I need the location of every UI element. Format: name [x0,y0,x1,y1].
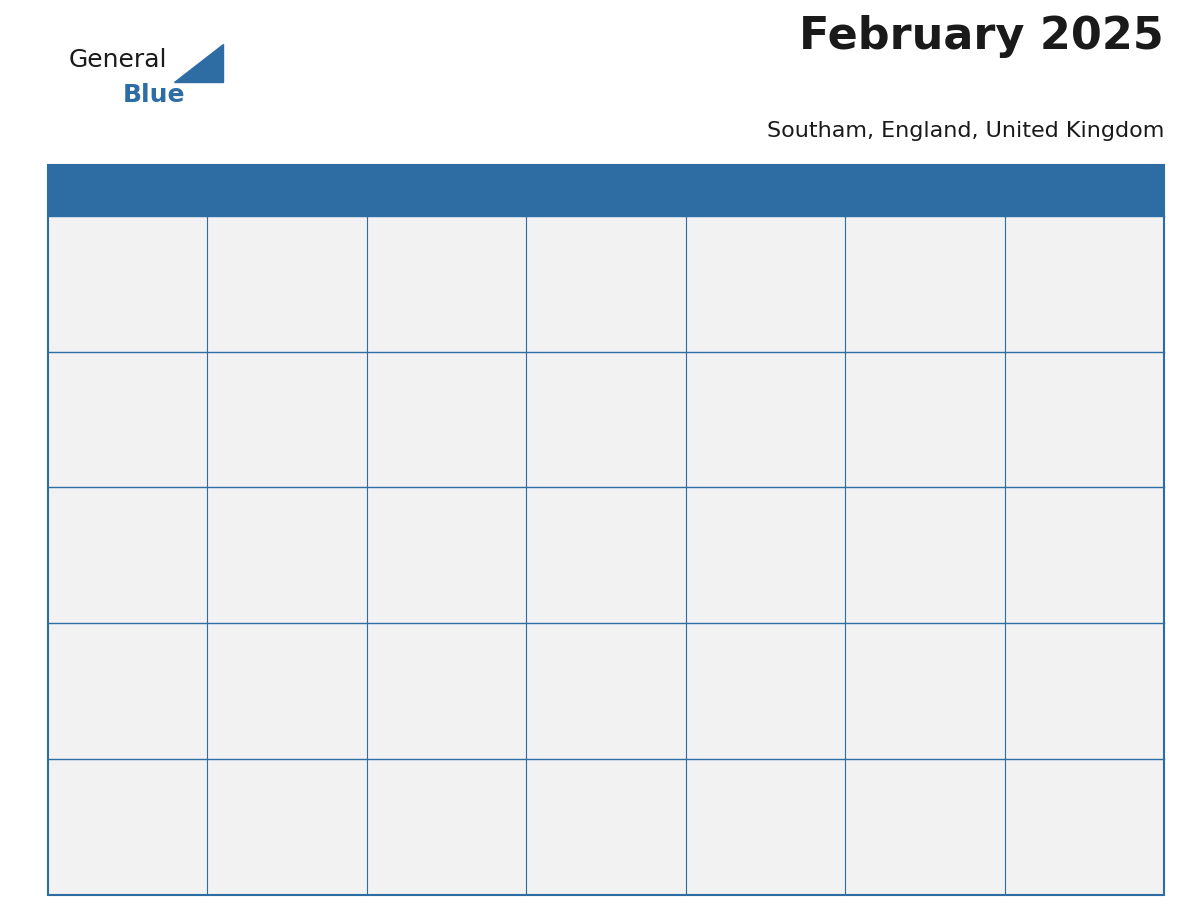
Text: Sunrise: 7:34 AM
Sunset: 5:04 PM
Daylight: 9 hours
and 30 minutes.: Sunrise: 7:34 AM Sunset: 5:04 PM Dayligh… [1015,385,1117,448]
Text: Sunrise: 6:56 AM
Sunset: 5:40 PM
Daylight: 10 hours
and 43 minutes.: Sunrise: 6:56 AM Sunset: 5:40 PM Dayligh… [696,792,805,856]
Text: 8: 8 [1015,363,1025,380]
Text: Sunrise: 7:09 AM
Sunset: 5:29 PM
Daylight: 10 hours
and 20 minutes.: Sunrise: 7:09 AM Sunset: 5:29 PM Dayligh… [855,656,965,720]
Text: Sunrise: 7:13 AM
Sunset: 5:25 PM
Daylight: 10 hours
and 12 minutes.: Sunrise: 7:13 AM Sunset: 5:25 PM Dayligh… [536,656,646,720]
Text: 6: 6 [696,363,707,380]
Text: Monday: Monday [220,183,280,198]
Text: 19: 19 [536,634,557,652]
Text: 17: 17 [217,634,239,652]
Text: 5: 5 [536,363,546,380]
Text: Sunrise: 7:15 AM
Sunset: 5:23 PM
Daylight: 10 hours
and 8 minutes.: Sunrise: 7:15 AM Sunset: 5:23 PM Dayligh… [377,656,486,720]
Text: Sunrise: 6:54 AM
Sunset: 5:42 PM
Daylight: 10 hours
and 47 minutes.: Sunrise: 6:54 AM Sunset: 5:42 PM Dayligh… [855,792,965,856]
Text: 21: 21 [855,634,877,652]
Text: Sunrise: 7:32 AM
Sunset: 5:06 PM
Daylight: 9 hours
and 33 minutes.: Sunrise: 7:32 AM Sunset: 5:06 PM Dayligh… [58,521,160,584]
Text: February 2025: February 2025 [800,16,1164,58]
Text: 26: 26 [536,770,557,788]
Text: Sunrise: 6:58 AM
Sunset: 5:38 PM
Daylight: 10 hours
and 39 minutes.: Sunrise: 6:58 AM Sunset: 5:38 PM Dayligh… [536,792,646,856]
Text: Saturday: Saturday [1017,183,1087,198]
Polygon shape [173,44,223,83]
Text: Sunrise: 7:46 AM
Sunset: 4:51 PM
Daylight: 9 hours
and 5 minutes.: Sunrise: 7:46 AM Sunset: 4:51 PM Dayligh… [1015,249,1117,312]
Text: Sunrise: 7:30 AM
Sunset: 5:08 PM
Daylight: 9 hours
and 37 minutes.: Sunrise: 7:30 AM Sunset: 5:08 PM Dayligh… [217,521,320,584]
Text: Sunrise: 7:23 AM
Sunset: 5:16 PM
Daylight: 9 hours
and 52 minutes.: Sunrise: 7:23 AM Sunset: 5:16 PM Dayligh… [855,521,958,584]
Text: 20: 20 [696,634,718,652]
Text: Sunrise: 7:41 AM
Sunset: 4:57 PM
Daylight: 9 hours
and 15 minutes.: Sunrise: 7:41 AM Sunset: 4:57 PM Dayligh… [377,385,479,448]
Text: Sunrise: 7:07 AM
Sunset: 5:31 PM
Daylight: 10 hours
and 24 minutes.: Sunrise: 7:07 AM Sunset: 5:31 PM Dayligh… [1015,656,1125,720]
Text: Sunrise: 7:43 AM
Sunset: 4:55 PM
Daylight: 9 hours
and 12 minutes.: Sunrise: 7:43 AM Sunset: 4:55 PM Dayligh… [217,385,320,448]
Text: Sunrise: 7:02 AM
Sunset: 5:34 PM
Daylight: 10 hours
and 31 minutes.: Sunrise: 7:02 AM Sunset: 5:34 PM Dayligh… [217,792,327,856]
Text: Sunrise: 7:36 AM
Sunset: 5:02 PM
Daylight: 9 hours
and 26 minutes.: Sunrise: 7:36 AM Sunset: 5:02 PM Dayligh… [855,385,958,448]
Text: 23: 23 [58,770,80,788]
Text: 27: 27 [696,770,718,788]
Text: Sunrise: 7:39 AM
Sunset: 4:59 PM
Daylight: 9 hours
and 19 minutes.: Sunrise: 7:39 AM Sunset: 4:59 PM Dayligh… [536,385,638,448]
Text: Wednesday: Wednesday [539,183,627,198]
Text: Sunrise: 7:38 AM
Sunset: 5:01 PM
Daylight: 9 hours
and 22 minutes.: Sunrise: 7:38 AM Sunset: 5:01 PM Dayligh… [696,385,798,448]
Text: 12: 12 [536,498,557,516]
Text: 24: 24 [217,770,239,788]
Text: Friday: Friday [858,183,904,198]
Text: Sunrise: 7:11 AM
Sunset: 5:27 PM
Daylight: 10 hours
and 16 minutes.: Sunrise: 7:11 AM Sunset: 5:27 PM Dayligh… [696,656,805,720]
Text: Sunday: Sunday [61,183,118,198]
Text: 16: 16 [58,634,78,652]
Text: Sunrise: 7:44 AM
Sunset: 4:53 PM
Daylight: 9 hours
and 8 minutes.: Sunrise: 7:44 AM Sunset: 4:53 PM Dayligh… [58,385,160,448]
Text: 14: 14 [855,498,877,516]
Text: General: General [69,49,168,73]
Text: Southam, England, United Kingdom: Southam, England, United Kingdom [767,121,1164,140]
Text: 4: 4 [377,363,387,380]
Text: 3: 3 [217,363,228,380]
Text: Sunrise: 7:19 AM
Sunset: 5:19 PM
Daylight: 10 hours
and 0 minutes.: Sunrise: 7:19 AM Sunset: 5:19 PM Dayligh… [58,656,168,720]
Text: 22: 22 [1015,634,1036,652]
Text: Tuesday: Tuesday [379,183,442,198]
Text: 28: 28 [855,770,877,788]
Text: Sunrise: 7:04 AM
Sunset: 5:32 PM
Daylight: 10 hours
and 27 minutes.: Sunrise: 7:04 AM Sunset: 5:32 PM Dayligh… [58,792,168,856]
Text: 18: 18 [377,634,398,652]
Text: 7: 7 [855,363,866,380]
Text: Sunrise: 7:25 AM
Sunset: 5:14 PM
Daylight: 9 hours
and 48 minutes.: Sunrise: 7:25 AM Sunset: 5:14 PM Dayligh… [696,521,798,584]
Text: Sunrise: 7:21 AM
Sunset: 5:18 PM
Daylight: 9 hours
and 56 minutes.: Sunrise: 7:21 AM Sunset: 5:18 PM Dayligh… [1015,521,1117,584]
Text: 9: 9 [58,498,68,516]
Text: 2: 2 [58,363,69,380]
Text: Blue: Blue [122,83,185,106]
Text: 25: 25 [377,770,398,788]
Text: Sunrise: 7:27 AM
Sunset: 5:12 PM
Daylight: 9 hours
and 45 minutes.: Sunrise: 7:27 AM Sunset: 5:12 PM Dayligh… [536,521,638,584]
Text: Sunrise: 7:17 AM
Sunset: 5:21 PM
Daylight: 10 hours
and 4 minutes.: Sunrise: 7:17 AM Sunset: 5:21 PM Dayligh… [217,656,327,720]
Text: 1: 1 [1015,227,1025,244]
Text: 10: 10 [217,498,239,516]
Text: Sunrise: 7:00 AM
Sunset: 5:36 PM
Daylight: 10 hours
and 35 minutes.: Sunrise: 7:00 AM Sunset: 5:36 PM Dayligh… [377,792,486,856]
Text: 11: 11 [377,498,398,516]
Text: 15: 15 [1015,498,1036,516]
Text: 13: 13 [696,498,718,516]
Text: Thursday: Thursday [699,183,770,198]
Text: Sunrise: 7:29 AM
Sunset: 5:10 PM
Daylight: 9 hours
and 41 minutes.: Sunrise: 7:29 AM Sunset: 5:10 PM Dayligh… [377,521,479,584]
